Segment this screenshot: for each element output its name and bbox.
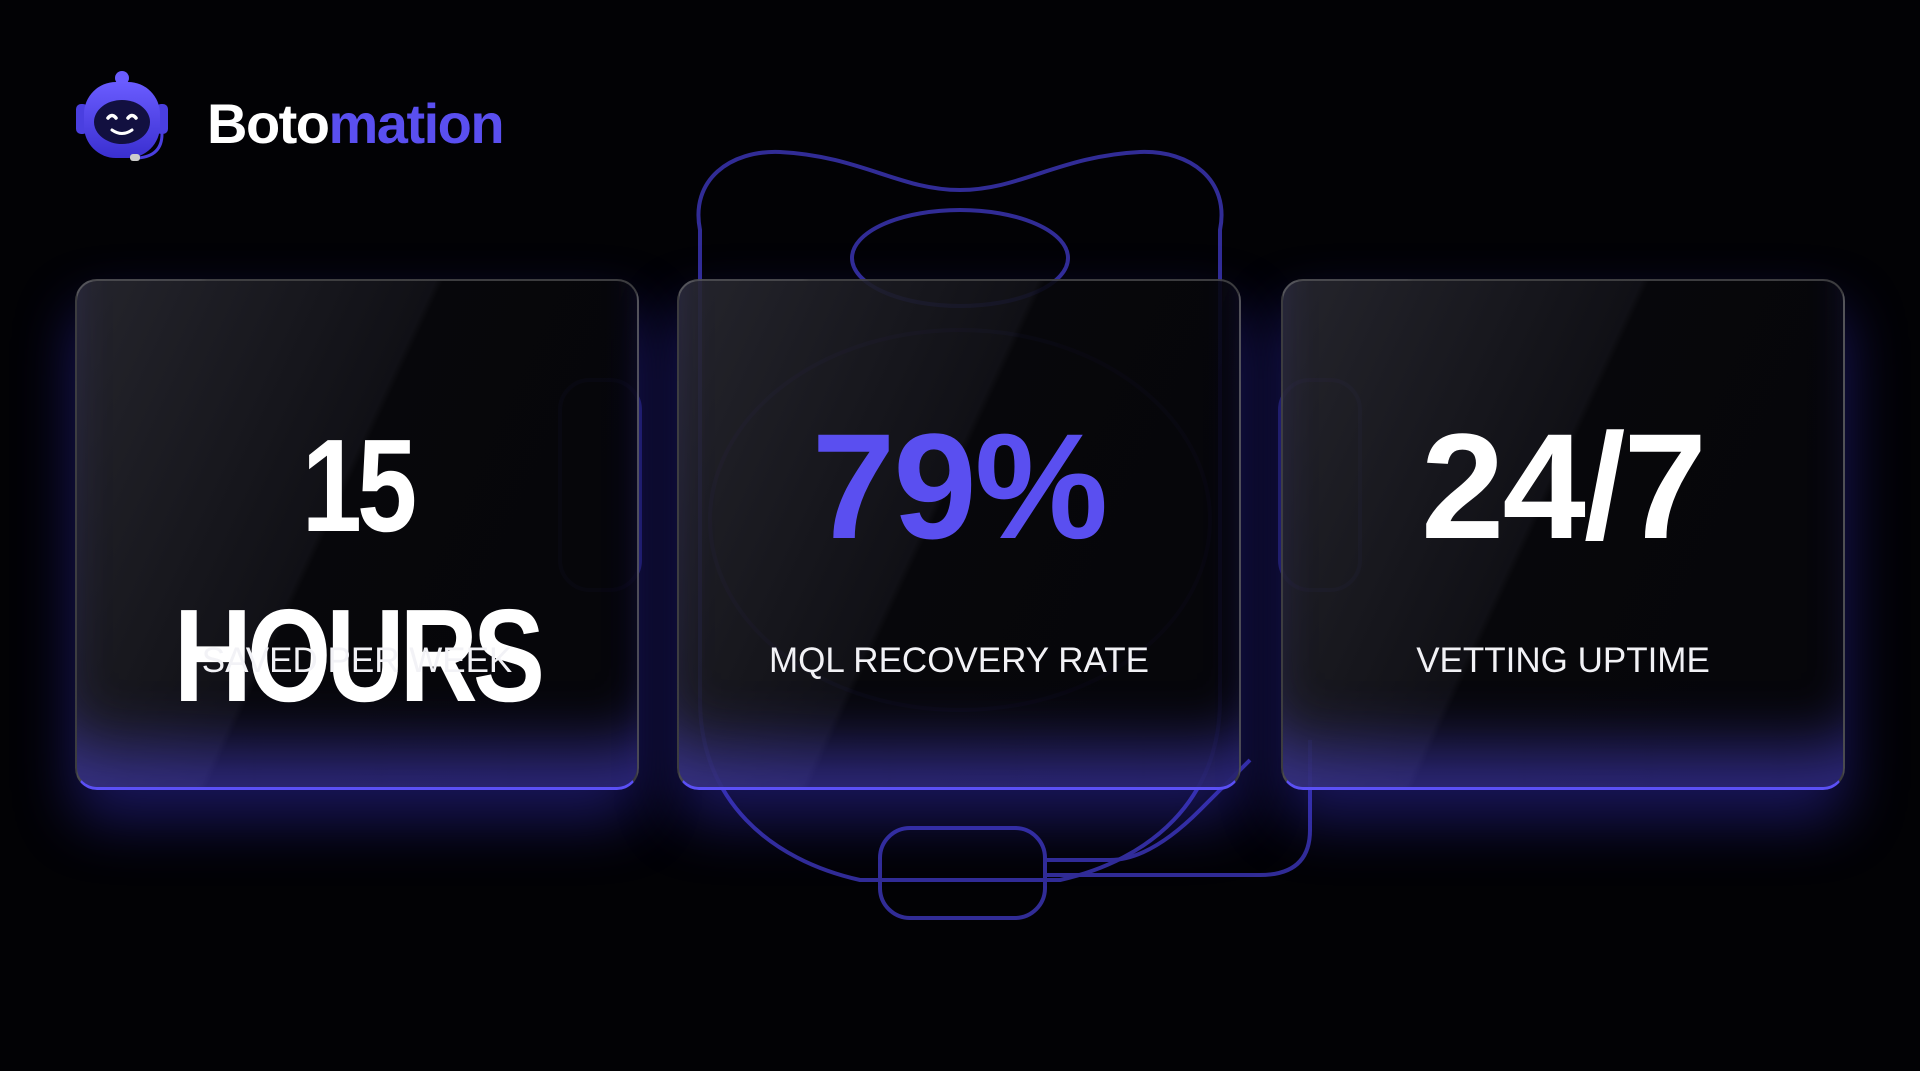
stat-card: 24/7 VETTING UPTIME [1281,279,1845,790]
brand-primary: Boto [207,92,330,155]
stat-label: SAVED PER WEEK [201,641,513,680]
stat-card: 79% MQL RECOVERY RATE [677,279,1241,790]
stat-value: 15 HOURS [173,412,545,729]
stat-label: MQL RECOVERY RATE [769,641,1149,680]
stat-value: 79% [811,402,1108,570]
stat-label: VETTING UPTIME [1416,641,1710,680]
robot-logo [76,71,168,161]
brand-name: Botomation [207,92,505,156]
brand-accent: mation [328,92,505,155]
stat-value: 24/7 [1421,402,1707,570]
stat-card: 15 HOURS SAVED PER WEEK [75,279,639,790]
